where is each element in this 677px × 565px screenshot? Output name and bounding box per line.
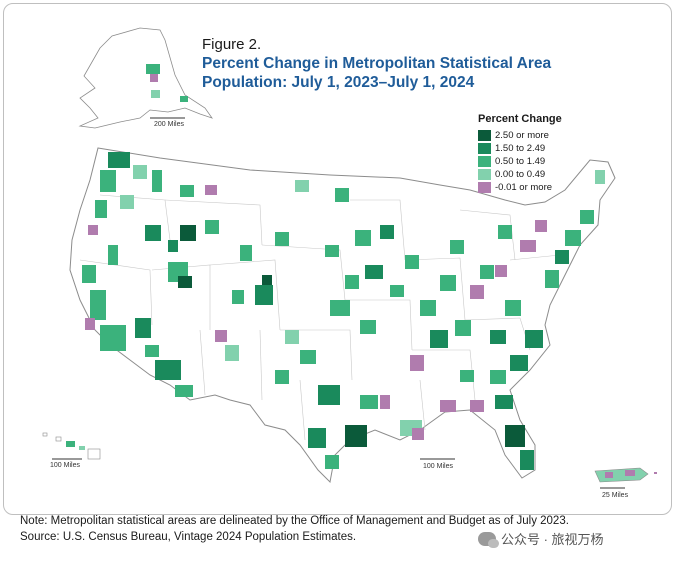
puerto-rico-inset: 25 Miles — [594, 467, 657, 499]
hawaii-inset: 100 Miles — [42, 432, 101, 469]
figure-title-line2: Population: July 1, 2023–July 1, 2024 — [202, 74, 475, 91]
figure-title-line1: Percent Change in Metropolitan Statistic… — [202, 55, 552, 72]
legend-item: 2.50 or more — [478, 129, 562, 142]
puerto-rico-scale-label: 25 Miles — [602, 492, 629, 499]
legend: Percent Change 2.50 or more 1.50 to 2.49… — [478, 113, 562, 194]
legend-item: 0.50 to 1.49 — [478, 155, 562, 168]
legend-swatch — [478, 130, 491, 141]
legend-swatch — [478, 169, 491, 180]
conus-scale-label: 100 Miles — [423, 463, 453, 470]
note-text: Note: Metropolitan statistical areas are… — [20, 515, 569, 527]
legend-item: -0.01 or more — [478, 181, 562, 194]
conus-scale: 100 Miles — [420, 458, 455, 470]
legend-title: Percent Change — [478, 113, 562, 125]
metro-areas — [82, 152, 605, 470]
legend-label: 0.00 to 0.49 — [495, 169, 546, 180]
legend-label: 1.50 to 2.49 — [495, 143, 546, 154]
watermark-text: 公众号 · 旅视万杨 — [501, 532, 604, 547]
figure-title-block: Figure 2. Percent Change in Metropolitan… — [202, 36, 622, 92]
us-metro-map: 200 Miles — [42, 27, 657, 499]
legend-item: 1.50 to 2.49 — [478, 142, 562, 155]
footnote-block: Note: Metropolitan statistical areas are… — [20, 513, 569, 545]
legend-label: 2.50 or more — [495, 130, 549, 141]
legend-label: 0.50 to 1.49 — [495, 156, 546, 167]
legend-label: -0.01 or more — [495, 182, 553, 193]
wechat-icon — [478, 531, 499, 548]
watermark: 公众号 · 旅视万杨 — [478, 529, 604, 548]
legend-item: 0.00 to 0.49 — [478, 168, 562, 181]
legend-swatch — [478, 143, 491, 154]
alaska-inset: 200 Miles — [78, 27, 214, 129]
figure-label: Figure 2. — [202, 36, 262, 53]
alaska-scale-label: 200 Miles — [154, 121, 184, 128]
hawaii-scale-label: 100 Miles — [50, 462, 80, 469]
legend-swatch — [478, 156, 491, 167]
source-text: Source: U.S. Census Bureau, Vintage 2024… — [20, 531, 357, 543]
legend-swatch — [478, 182, 491, 193]
